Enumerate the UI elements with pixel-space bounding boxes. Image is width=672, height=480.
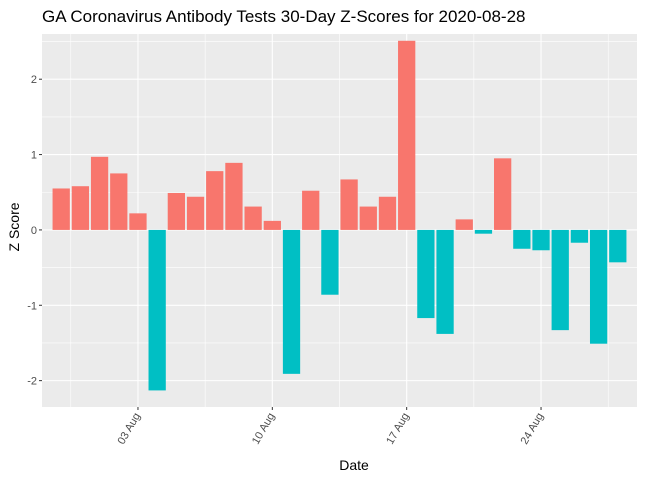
bar	[494, 158, 512, 230]
bar	[206, 171, 224, 230]
y-axis: -2 -1 0 1 2	[27, 74, 42, 388]
bar	[110, 173, 128, 230]
bar	[589, 229, 608, 344]
bar	[474, 229, 493, 234]
bar	[609, 229, 627, 263]
y-tick-label: 2	[31, 74, 37, 86]
bar	[129, 213, 147, 230]
bars-group	[52, 40, 627, 391]
bar	[321, 229, 339, 295]
y-axis-title: Z Score	[6, 202, 22, 251]
bar	[398, 40, 416, 230]
bar	[263, 220, 281, 230]
y-tick-label: 0	[31, 225, 37, 237]
x-tick-label: 10 Aug	[250, 411, 278, 447]
bar	[340, 179, 358, 230]
y-tick-label: -1	[27, 300, 37, 312]
bar	[282, 229, 301, 374]
y-tick-label: 1	[31, 150, 37, 162]
bar	[532, 229, 550, 251]
x-tick-label: 03 Aug	[116, 411, 144, 447]
bar	[455, 219, 473, 230]
bar	[225, 162, 243, 230]
bar	[244, 206, 262, 230]
x-axis: 03 Aug 10 Aug 17 Aug 24 Aug	[116, 407, 547, 447]
bar	[52, 188, 70, 230]
bar	[71, 186, 90, 230]
bar	[186, 196, 205, 230]
x-tick-label: 24 Aug	[519, 411, 547, 447]
chart-title: GA Coronavirus Antibody Tests 30-Day Z-S…	[42, 7, 525, 26]
bar	[148, 229, 166, 391]
bar	[378, 196, 397, 230]
bar	[436, 229, 454, 334]
x-axis-title: Date	[339, 457, 369, 473]
bar	[513, 229, 531, 249]
y-tick-label: -2	[27, 376, 37, 388]
bar	[551, 229, 569, 331]
bar	[359, 206, 377, 230]
bar	[570, 229, 589, 243]
bar	[302, 190, 320, 230]
bar	[90, 156, 109, 230]
bar	[167, 192, 185, 230]
bar	[417, 229, 435, 319]
minor-gridlines	[42, 34, 637, 407]
x-tick-label: 17 Aug	[384, 411, 412, 447]
